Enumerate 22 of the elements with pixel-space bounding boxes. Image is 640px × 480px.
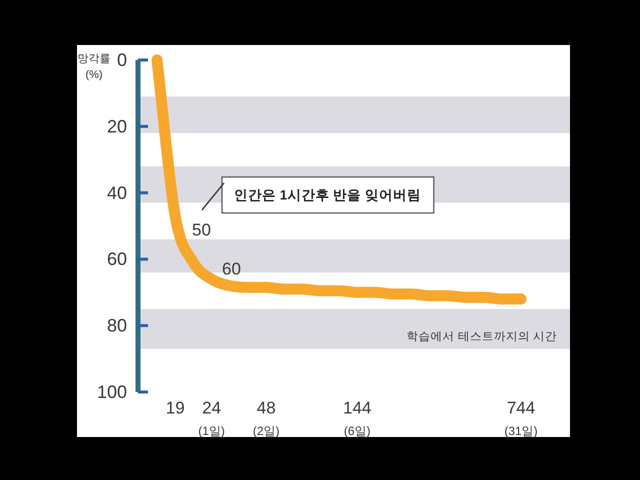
x-tick-label: (31일) xyxy=(504,424,538,438)
x-tick-label: 144 xyxy=(343,398,372,418)
x-tick-label: 48 xyxy=(256,398,276,418)
annotation: 인간은 1시간후 반을 잊어버림 xyxy=(234,188,421,202)
y-tick-label: 40 xyxy=(106,182,127,203)
callout: 인간은 1시간후 반을 잊어버림 xyxy=(201,176,434,214)
y-tick-label: 60 xyxy=(106,249,127,270)
x-tick-label: 24 xyxy=(202,398,222,418)
x-title: 학습에서 테스트까지의 시간 xyxy=(406,331,557,343)
x-tick-label: (2일) xyxy=(252,424,280,438)
x-tick-label: 19 xyxy=(166,398,185,418)
y-tick-label: 20 xyxy=(106,116,127,136)
x-tick-label: (1일) xyxy=(198,424,225,438)
y-title: 망각률 xyxy=(78,53,110,65)
x-tick-label: 744 xyxy=(506,398,536,418)
x-tick-label: (6일) xyxy=(344,424,371,438)
y-tick-label: 80 xyxy=(106,316,127,336)
y-tick-label: 0 xyxy=(116,50,127,70)
annotation: 50 xyxy=(192,220,211,240)
y-tick-label: 100 xyxy=(96,382,127,402)
annotation: 60 xyxy=(222,260,241,278)
y-title: (%) xyxy=(85,69,103,81)
